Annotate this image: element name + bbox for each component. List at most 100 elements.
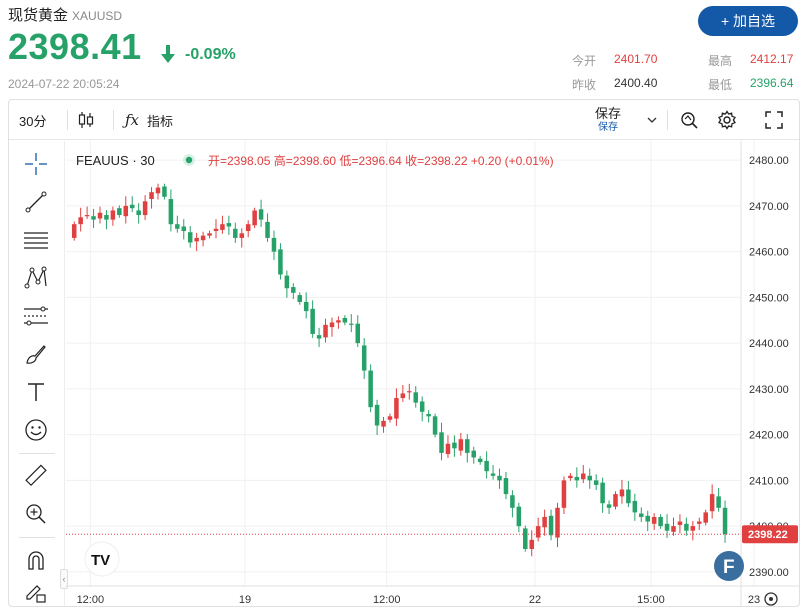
trend-line-tool[interactable] [21, 187, 51, 217]
candle-body [458, 439, 464, 451]
prev-close-value: 2400.40 [614, 76, 658, 90]
candle-body [220, 224, 225, 230]
horizontal-lines-icon [24, 232, 48, 249]
brush-icon [26, 345, 46, 364]
snapshot-button[interactable] [679, 100, 699, 140]
candle-body [297, 295, 303, 302]
horizontal-lines-tool[interactable] [21, 225, 51, 255]
candle-body [574, 476, 580, 481]
save-button[interactable]: 保存 保存 [595, 100, 621, 140]
high-label: 最高 [708, 54, 733, 68]
save-dropdown[interactable] [647, 100, 657, 140]
candle-body [265, 221, 270, 238]
market-open-dot [185, 156, 193, 164]
candle-body [697, 521, 702, 524]
pattern-tool[interactable] [21, 263, 51, 293]
text-icon [28, 383, 44, 401]
candle-body [606, 504, 612, 508]
legend-ohlc: 开=2398.05 高=2398.60 低=2396.64 收=2398.22 … [208, 153, 554, 168]
candle-body [535, 526, 541, 538]
candle-body [626, 489, 631, 504]
add-watchlist-button[interactable]: + 加自选 [698, 6, 798, 36]
time-tick-label: 15:00 [637, 594, 665, 606]
f-badge[interactable]: F [714, 551, 744, 581]
ruler-tool[interactable] [21, 461, 51, 491]
indicators-button[interactable]: ƒx 指标 [125, 100, 173, 140]
toolbar-divider [667, 110, 668, 130]
candle-body [523, 528, 528, 549]
candle-body [716, 496, 721, 508]
trend-line-icon [25, 191, 47, 213]
magnet-tool[interactable] [21, 545, 51, 575]
price-tick-label: 2430.00 [749, 384, 789, 396]
candle-body [78, 217, 83, 225]
collapse-toolbar-handle[interactable]: ‹ [60, 569, 68, 589]
emoji-icon [25, 419, 47, 441]
candle-body [162, 186, 167, 197]
instrument-title: 现货黄金 [8, 7, 69, 24]
candle-body [445, 443, 451, 455]
candle-body [110, 210, 116, 220]
toolbar-divider [113, 110, 114, 130]
candle-body [104, 215, 109, 220]
price-tick-label: 2410.00 [749, 475, 789, 487]
candle-body [709, 494, 715, 512]
down-arrow-icon [161, 45, 175, 63]
candle-body [239, 233, 245, 238]
candle-body [722, 507, 728, 535]
candle-body [329, 322, 335, 328]
crosshair-tool[interactable] [21, 149, 51, 179]
current-price: 2398.41 [8, 26, 142, 67]
lock-drawings-tool[interactable] [21, 577, 51, 606]
candle-body [568, 475, 573, 479]
price-tick-label: 2470.00 [749, 201, 789, 213]
chevron-down-icon [647, 117, 657, 123]
candle-body [413, 392, 418, 403]
time-tick-label: 19 [239, 594, 251, 606]
snapshot-icon [681, 112, 698, 129]
settings-button[interactable] [717, 100, 737, 140]
time-axis-settings[interactable] [764, 592, 778, 606]
time-tick-label: 23 [748, 594, 760, 606]
candle-body [84, 215, 90, 217]
candle-body [175, 224, 180, 229]
time-tick-label: 12:00 [77, 594, 105, 606]
candle-body [226, 223, 232, 227]
candle-body [613, 494, 618, 507]
candle-body [439, 432, 444, 453]
chart-widget: 30分 ƒx 指标 保存 保存 [8, 99, 800, 607]
fullscreen-button[interactable] [765, 100, 783, 140]
candle-body [258, 209, 264, 220]
candle-body [200, 235, 206, 241]
candle-body [684, 523, 689, 531]
text-tool[interactable] [21, 377, 51, 407]
candle-type-button[interactable] [77, 100, 95, 140]
candle-body [587, 475, 592, 481]
zoom-in-tool[interactable] [21, 499, 51, 529]
candle-body [555, 507, 560, 538]
chart-plot[interactable]: 2480.00 2470.00 2460.00 2450.00 2440.00 2430.… [66, 141, 799, 606]
price-axis: 2480.00 2470.00 2460.00 2450.00 2440.00 2430.… [749, 155, 789, 579]
last-price-tag-label: 2398.22 [748, 529, 788, 541]
magnet-icon [28, 551, 44, 570]
interval-button[interactable]: 30分 [19, 113, 47, 129]
candle-body [477, 458, 483, 463]
price-tick-label: 2450.00 [749, 292, 789, 304]
fib-tool[interactable] [21, 301, 51, 331]
candle-body [213, 228, 219, 232]
grid-lines [66, 141, 755, 586]
gear-icon [764, 592, 778, 606]
side-divider [19, 453, 55, 454]
candle-body [155, 187, 161, 194]
open-label: 今开 [572, 54, 597, 68]
candle-body [400, 393, 406, 399]
lock-pencil-icon [26, 585, 46, 603]
candle-series [71, 183, 728, 557]
emoji-tool[interactable] [21, 415, 51, 445]
candle-body [593, 480, 599, 485]
brush-tool[interactable] [21, 339, 51, 369]
candle-body [271, 237, 277, 252]
candle-body [465, 439, 470, 453]
candle-body [97, 212, 103, 219]
f-badge-icon: F [723, 557, 735, 578]
